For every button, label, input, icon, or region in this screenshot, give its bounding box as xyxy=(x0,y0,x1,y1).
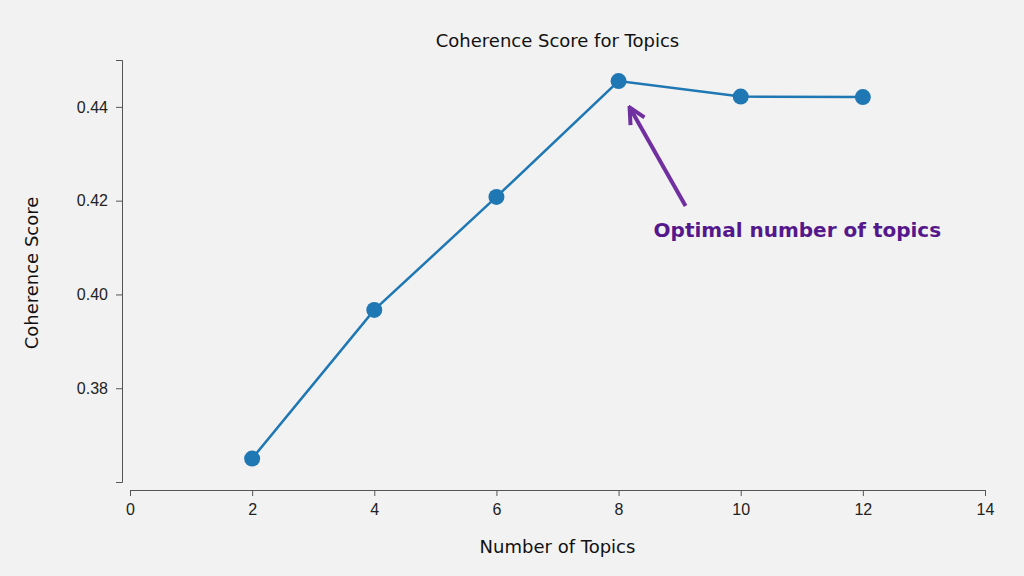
x-tick-label: 14 xyxy=(977,501,995,518)
x-tick: 2 xyxy=(248,490,257,518)
y-axis-title: Coherence Score xyxy=(21,197,42,350)
x-tick: 8 xyxy=(615,490,624,518)
y-tick-mark xyxy=(116,388,122,389)
x-axis-line xyxy=(131,491,986,497)
y-axis: 0.38 0.40 0.42 0.44 xyxy=(77,61,123,483)
x-axis: 0 2 4 6 8 10 12 14 xyxy=(126,490,994,518)
title: Coherence Score for Topics xyxy=(436,30,680,51)
x-tick-label: 4 xyxy=(370,501,379,518)
line xyxy=(252,81,863,458)
background xyxy=(0,0,1024,576)
x-tick-label: 8 xyxy=(615,501,624,518)
x-tick-mark xyxy=(741,490,742,496)
x-tick-mark xyxy=(130,490,131,496)
x-tick-mark xyxy=(863,490,864,496)
y-tick: 0.42 xyxy=(77,192,122,209)
y-tick-label: 0.42 xyxy=(77,192,108,209)
x-tick-mark xyxy=(985,490,986,496)
point xyxy=(855,89,871,105)
y-tick-mark xyxy=(116,107,122,108)
y-tick: 0.38 xyxy=(77,380,122,397)
y-tick-mark xyxy=(116,294,122,295)
y-tick-label: 0.44 xyxy=(77,99,108,116)
point xyxy=(733,89,749,105)
x-tick-mark xyxy=(496,490,497,496)
y-axis-line xyxy=(116,61,123,483)
annotation-arrow xyxy=(631,109,686,206)
chart: 0 2 4 6 8 10 12 14 0.38 0.40 0.42 0.44 Coherence Sco… xyxy=(0,0,1024,576)
x-tick: 12 xyxy=(854,490,872,518)
point xyxy=(488,189,504,205)
x-axis-title: Number of Topics xyxy=(480,536,636,557)
annotation-text: Optimal number of topics xyxy=(654,218,942,242)
y-tick-mark xyxy=(116,201,122,202)
x-tick-mark xyxy=(374,490,375,496)
x-tick-label: 10 xyxy=(732,501,750,518)
x-tick-label: 12 xyxy=(854,501,872,518)
y-tick-label: 0.38 xyxy=(77,380,108,397)
point xyxy=(611,73,627,89)
y-tick-label: 0.40 xyxy=(77,286,108,303)
x-tick-mark xyxy=(619,490,620,496)
x-tick-label: 6 xyxy=(492,501,501,518)
x-tick: 14 xyxy=(977,490,995,518)
point xyxy=(366,302,382,318)
x-tick: 10 xyxy=(732,490,750,518)
y-tick: 0.44 xyxy=(77,99,122,116)
x-tick: 4 xyxy=(370,490,379,518)
x-tick-mark xyxy=(252,490,253,496)
plot-area xyxy=(244,73,871,466)
x-tick: 0 xyxy=(126,490,135,518)
point xyxy=(244,451,260,467)
x-tick: 6 xyxy=(492,490,501,518)
x-tick-label: 0 xyxy=(126,501,135,518)
y-tick: 0.40 xyxy=(77,286,122,303)
x-tick-label: 2 xyxy=(248,501,257,518)
